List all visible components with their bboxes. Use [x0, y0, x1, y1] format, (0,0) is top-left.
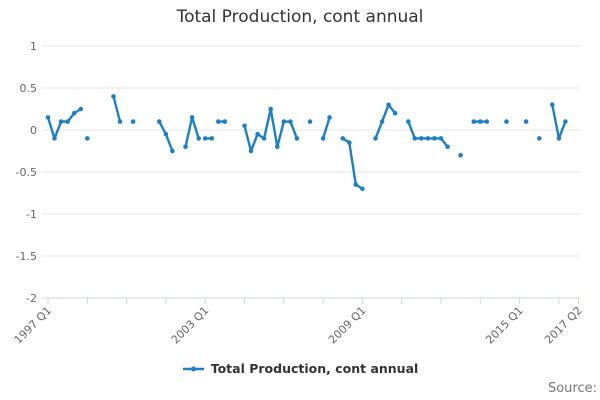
- data-point[interactable]: [438, 136, 444, 141]
- data-point[interactable]: [320, 136, 326, 141]
- legend-marker-dot: [190, 366, 196, 371]
- data-point[interactable]: [412, 136, 418, 141]
- y-tick-label: -2: [26, 292, 37, 305]
- data-point[interactable]: [78, 106, 84, 112]
- data-point[interactable]: [163, 131, 169, 137]
- data-point[interactable]: [268, 106, 274, 112]
- data-point[interactable]: [386, 102, 391, 108]
- series-line-segment: [184, 116, 200, 148]
- data-point[interactable]: [379, 119, 385, 124]
- data-point[interactable]: [458, 152, 463, 158]
- data-point[interactable]: [327, 115, 332, 120]
- data-point[interactable]: [419, 136, 424, 141]
- data-point[interactable]: [353, 182, 359, 187]
- data-point[interactable]: [130, 119, 136, 124]
- legend-line-marker-icon: [182, 366, 204, 371]
- data-point[interactable]: [432, 136, 437, 141]
- chart-title: Total Production, cont annual: [176, 7, 424, 27]
- data-point[interactable]: [537, 136, 542, 141]
- data-point[interactable]: [288, 119, 293, 124]
- y-tick-label: 0.5: [20, 82, 38, 95]
- data-point[interactable]: [550, 102, 555, 108]
- data-point[interactable]: [183, 144, 188, 150]
- y-tick-label: 0: [30, 124, 37, 137]
- x-tick-label: 2017 Q2: [542, 304, 585, 347]
- y-tick-label: -1: [26, 208, 37, 221]
- data-point[interactable]: [360, 186, 365, 192]
- series-line-segment: [407, 120, 449, 148]
- data-point[interactable]: [111, 94, 116, 99]
- data-point[interactable]: [157, 119, 162, 124]
- data-point[interactable]: [202, 136, 208, 141]
- data-point[interactable]: [71, 110, 77, 116]
- legend: Total Production, cont annual: [0, 361, 600, 376]
- data-point[interactable]: [170, 148, 175, 154]
- data-point[interactable]: [45, 115, 51, 120]
- data-point[interactable]: [478, 119, 483, 124]
- x-tick-label: 2003 Q1: [169, 304, 212, 347]
- data-point[interactable]: [196, 136, 201, 141]
- data-point[interactable]: [85, 136, 90, 141]
- y-tick-label: -1.5: [16, 250, 37, 263]
- data-point[interactable]: [347, 140, 352, 145]
- data-point[interactable]: [445, 144, 450, 150]
- data-point[interactable]: [425, 136, 431, 141]
- series-line-segment: [321, 116, 331, 140]
- y-tick-label: -0.5: [16, 166, 37, 179]
- data-point[interactable]: [471, 119, 477, 124]
- x-tick-label: 2015 Q1: [483, 304, 526, 347]
- series-line-segment: [374, 103, 397, 140]
- data-point[interactable]: [556, 136, 562, 141]
- data-point[interactable]: [281, 119, 287, 124]
- data-point[interactable]: [216, 119, 221, 124]
- data-point[interactable]: [248, 148, 254, 154]
- data-point[interactable]: [209, 136, 215, 141]
- data-point[interactable]: [523, 119, 529, 124]
- series-line-segment: [341, 137, 364, 190]
- data-point[interactable]: [275, 144, 280, 150]
- data-point[interactable]: [563, 119, 568, 124]
- data-point[interactable]: [373, 136, 378, 141]
- data-point[interactable]: [261, 136, 267, 141]
- series-line-segment: [112, 95, 122, 123]
- legend-item[interactable]: Total Production, cont annual: [182, 361, 419, 376]
- data-point[interactable]: [340, 136, 346, 141]
- data-point[interactable]: [222, 119, 228, 124]
- legend-label: Total Production, cont annual: [210, 361, 419, 376]
- y-tick-label: 1: [30, 40, 37, 53]
- data-point[interactable]: [58, 119, 64, 124]
- data-point[interactable]: [52, 136, 57, 141]
- data-point[interactable]: [255, 131, 260, 137]
- data-point[interactable]: [504, 119, 509, 124]
- data-point[interactable]: [406, 119, 411, 124]
- source-label: Source:: [547, 381, 597, 396]
- data-point[interactable]: [117, 119, 123, 124]
- data-point[interactable]: [242, 123, 247, 129]
- data-point[interactable]: [307, 119, 313, 124]
- data-point[interactable]: [294, 136, 300, 141]
- x-tick-label: 1997 Q1: [12, 304, 55, 347]
- data-point[interactable]: [189, 115, 195, 120]
- data-point[interactable]: [484, 119, 490, 124]
- data-point[interactable]: [392, 110, 398, 116]
- data-point[interactable]: [65, 119, 70, 124]
- x-tick-label: 2009 Q1: [326, 304, 369, 347]
